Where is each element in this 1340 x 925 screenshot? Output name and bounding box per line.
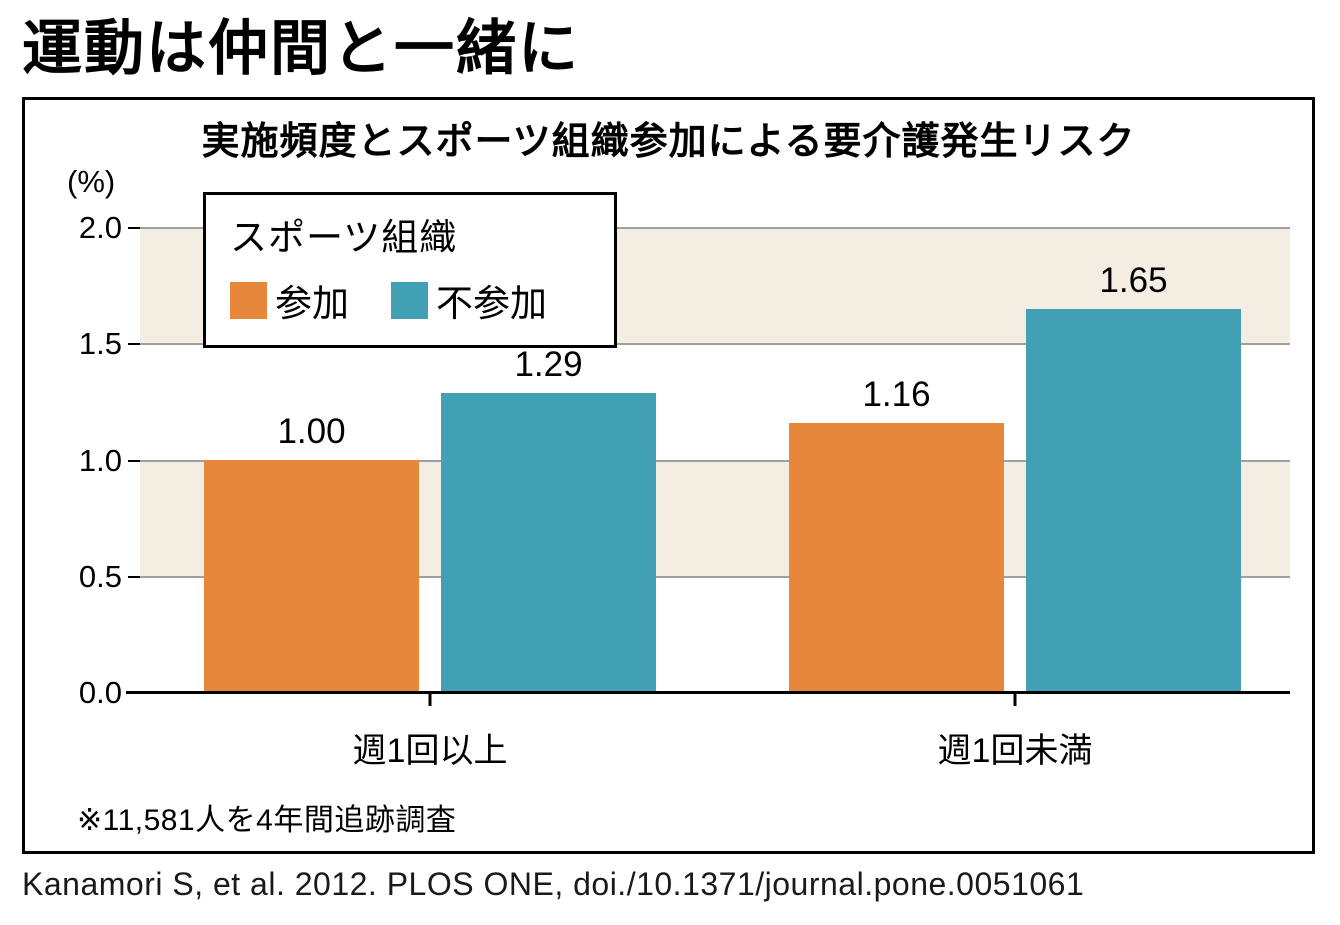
gridline — [140, 227, 1290, 229]
chart-title: 実施頻度とスポーツ組織参加による要介護発生リスク — [201, 121, 1136, 163]
y-axis-unit-label: (%) — [67, 164, 116, 199]
category-tick — [428, 693, 432, 706]
y-axis-tick — [128, 459, 140, 462]
y-axis-tick — [128, 575, 140, 578]
bar-participate: 1.00 — [204, 412, 419, 693]
legend-swatch-participate — [230, 281, 267, 319]
bar-nonparticipate: 1.29 — [441, 345, 656, 693]
y-axis-tick — [128, 692, 140, 694]
bar-participate: 1.16 — [789, 375, 1004, 693]
page-title: 運動は仲間と一緒に — [22, 15, 580, 82]
gridline — [140, 459, 1290, 462]
legend: スポーツ組織 参加 不参加 — [203, 192, 617, 348]
bar-nonparticipate: 1.65 — [1026, 261, 1241, 693]
bar-value-label: 1.65 — [1099, 261, 1168, 300]
y-tick-label: 0.5 — [78, 558, 122, 594]
y-tick-label: 2.0 — [78, 210, 122, 245]
legend-label-participate: 参加 — [275, 283, 349, 324]
legend-row: 参加 不参加 — [230, 273, 594, 327]
y-tick-label: 0.0 — [78, 675, 122, 710]
category-label: 週1回未満 — [937, 732, 1093, 770]
chart-figure: 実施頻度とスポーツ組織参加による要介護発生リスク (%) 2.0 1.5 1.0 0.… — [22, 97, 1315, 854]
y-axis-tick — [128, 343, 140, 346]
x-axis-line — [126, 691, 1290, 694]
bar-value-label: 1.16 — [862, 375, 931, 414]
source-citation: Kanamori S, et al. 2012. PLOS ONE, doi./… — [22, 866, 1085, 902]
legend-label-nonparticipate: 不参加 — [436, 283, 547, 324]
gridline — [140, 575, 1290, 578]
bar-group: 1.16 1.65 — [789, 261, 1241, 693]
legend-title: スポーツ組織 — [230, 217, 458, 258]
bar-group: 1.00 1.29 — [204, 345, 656, 693]
sample-footnote: ※11,581人を4年間追跡調査 — [77, 804, 457, 837]
category-label: 週1回以上 — [352, 732, 508, 770]
category-tick — [1013, 693, 1017, 706]
gridline — [140, 343, 1290, 346]
bar-value-label: 1.00 — [277, 412, 346, 451]
y-axis-tick — [128, 227, 140, 229]
y-tick-label: 1.5 — [78, 326, 122, 362]
bar-value-label: 1.29 — [514, 345, 583, 384]
plot-area: 2.0 1.5 1.0 0.5 0.0 1.00 1.29 週1回以上 1.16 1.65 週1回未… — [79, 210, 1290, 770]
y-tick-label: 1.0 — [78, 442, 122, 478]
legend-swatch-nonparticipate — [391, 281, 428, 319]
